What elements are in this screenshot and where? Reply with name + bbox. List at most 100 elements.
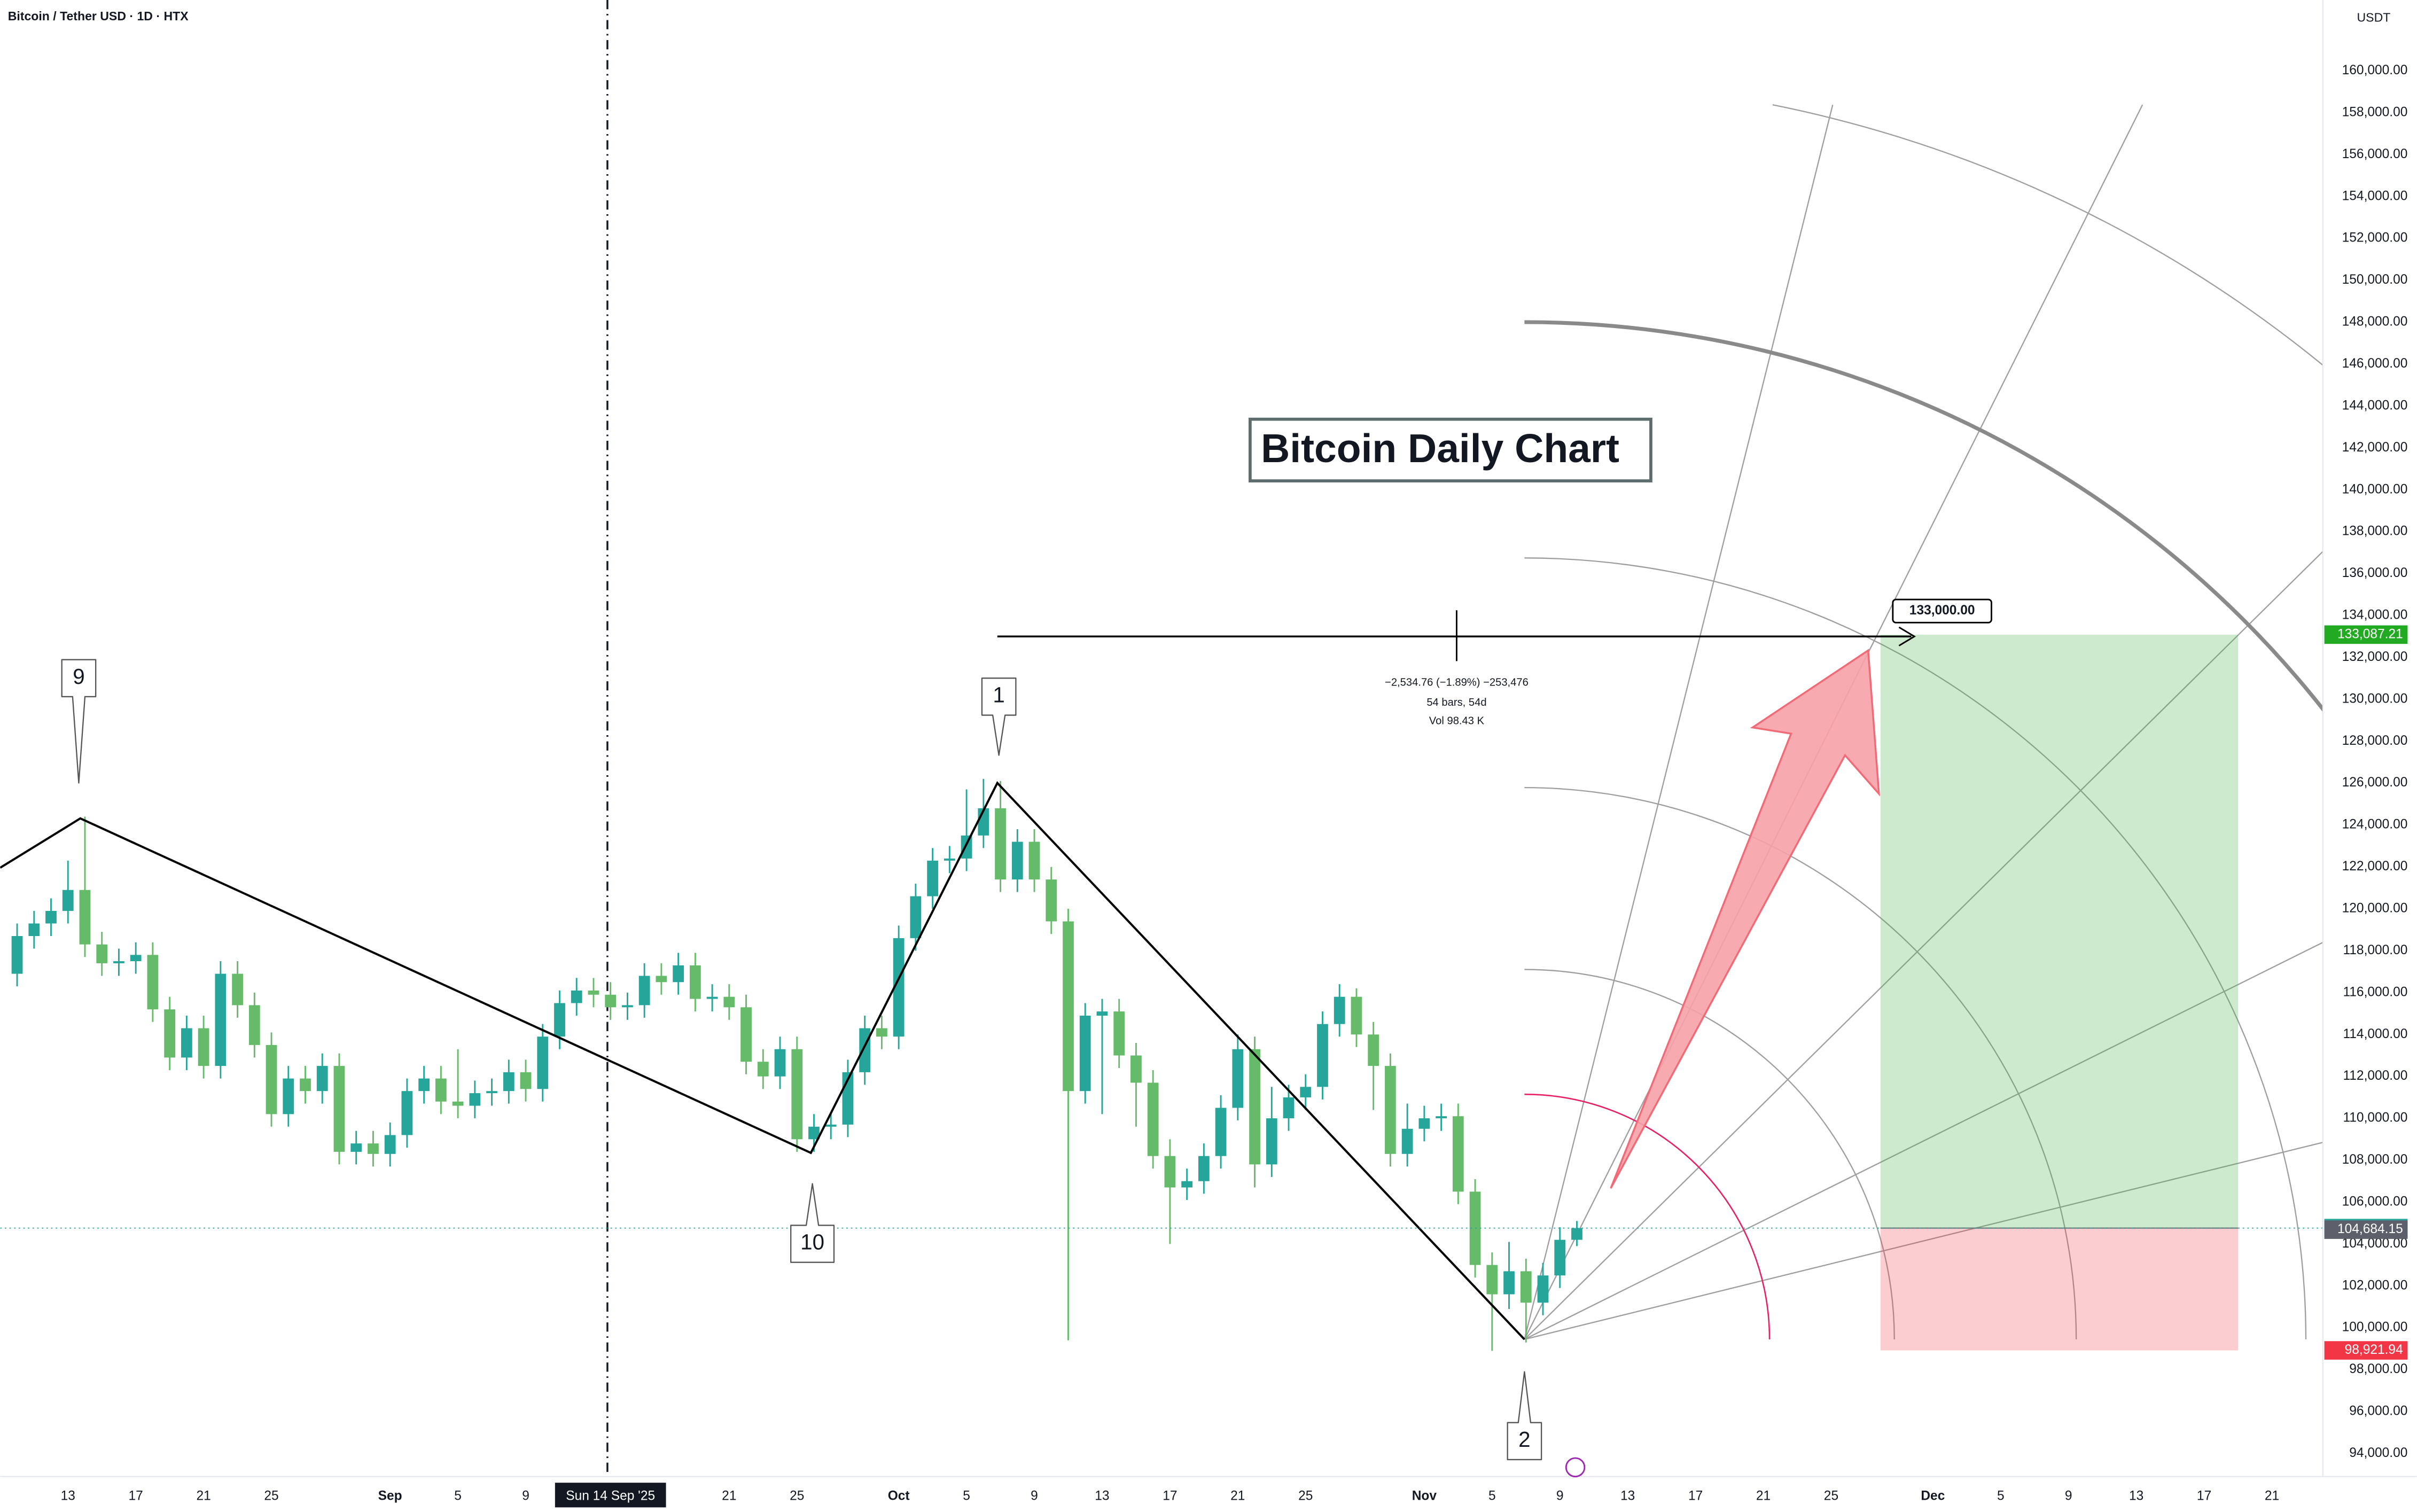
candle-body (995, 808, 1006, 880)
y-tick-label: 98,000.00 (2349, 1362, 2407, 1376)
candle-body (1198, 1156, 1210, 1181)
candle-body (1028, 841, 1040, 880)
x-tick-label: Dec (1921, 1489, 1945, 1503)
candle-body (1469, 1191, 1481, 1265)
candle-body (706, 996, 718, 999)
candle-body (774, 1049, 786, 1077)
candle-body (808, 1126, 820, 1140)
candle-body (1079, 1015, 1091, 1092)
candle-body (266, 1045, 277, 1114)
y-tick-label: 124,000.00 (2342, 817, 2408, 832)
x-tick-label: 17 (1163, 1489, 1177, 1503)
x-tick-label: 5 (1997, 1489, 2005, 1503)
candle-body (350, 1143, 362, 1152)
candle-body (961, 835, 972, 859)
candle-body (1368, 1034, 1379, 1066)
y-tick-label: 118,000.00 (2343, 943, 2407, 957)
y-tick-label: 100,000.00 (2342, 1320, 2408, 1335)
candle-body (537, 1036, 549, 1089)
candle-body (130, 955, 142, 962)
candle-body (1486, 1265, 1498, 1295)
price-label: 98,921.94 (2345, 1343, 2403, 1357)
x-tick-label: Sep (378, 1489, 402, 1503)
symbol-title: Bitcoin / Tether USD · 1D · HTX (8, 9, 189, 23)
y-tick-label: 156,000.00 (2342, 147, 2408, 161)
y-tick-label: 108,000.00 (2342, 1152, 2408, 1167)
price-label-box (2324, 625, 2408, 644)
x-tick-label: 9 (522, 1489, 529, 1503)
y-tick-label: 146,000.00 (2342, 356, 2408, 371)
candle-body (232, 973, 243, 1006)
candle-body (757, 1062, 769, 1077)
candle-body (588, 990, 599, 995)
y-tick-label: 132,000.00 (2342, 650, 2408, 664)
price-label: 104,684.15 (2337, 1222, 2403, 1236)
candle-body (435, 1078, 447, 1102)
arrow (1610, 649, 1881, 1189)
candle-body (45, 910, 57, 924)
candle-body (333, 1066, 345, 1152)
candle-body (300, 1078, 311, 1092)
candle-body (96, 944, 108, 963)
wave-label: 10 (800, 1230, 824, 1254)
x-tick-label: 21 (1756, 1489, 1771, 1503)
wave-callout (981, 677, 1017, 756)
measure-text: Vol 98.43 K (1429, 715, 1485, 727)
y-tick-label: 106,000.00 (2342, 1194, 2408, 1209)
candle-body (554, 1003, 565, 1037)
candle-body (1249, 1049, 1260, 1165)
candle-body (1266, 1118, 1277, 1165)
x-tick-label: 25 (1824, 1489, 1838, 1503)
y-tick-label: 152,000.00 (2342, 231, 2408, 245)
candle-body (1554, 1240, 1566, 1276)
plot-area (0, 0, 2323, 1477)
candle-body (1063, 921, 1074, 1092)
y-tick-label: 148,000.00 (2342, 315, 2408, 329)
wave-callout (790, 1183, 835, 1263)
x-tick-label: 17 (1688, 1489, 1703, 1503)
candle-body (571, 990, 582, 1003)
candle-body (164, 1009, 176, 1058)
x-tick-label: 21 (722, 1489, 736, 1503)
candle-body (248, 1005, 260, 1045)
candle-body (215, 973, 227, 1066)
candle-body (401, 1091, 413, 1135)
candle-body (1418, 1118, 1430, 1129)
candle-body (825, 1124, 837, 1127)
x-tick-label: 25 (1298, 1489, 1313, 1503)
wave-label: 9 (73, 664, 84, 689)
candle-body (1011, 841, 1023, 880)
x-tick-label: 17 (2197, 1489, 2211, 1503)
candle-body (503, 1072, 514, 1092)
x-tick-label: 5 (963, 1489, 970, 1503)
y-tick-label: 114,000.00 (2343, 1027, 2407, 1041)
y-tick-label: 150,000.00 (2342, 272, 2408, 287)
candle-body (791, 1049, 803, 1140)
x-tick-label: 21 (2265, 1489, 2279, 1503)
x-tick-label: 9 (1556, 1489, 1564, 1503)
x-tick-label: 5 (1488, 1489, 1496, 1503)
candle-body (28, 923, 40, 936)
title-box (1249, 417, 1652, 482)
y-tick-label: 122,000.00 (2342, 859, 2408, 874)
x-tick-label: 13 (1620, 1489, 1635, 1503)
y-tick-label: 112,000.00 (2343, 1069, 2407, 1083)
candle-body (198, 1028, 209, 1066)
wave-callout (61, 659, 97, 784)
y-tick-label: 120,000.00 (2342, 901, 2408, 915)
y-tick-label: 144,000.00 (2342, 398, 2408, 412)
candle-body (1181, 1181, 1192, 1188)
y-tick-label: 94,000.00 (2349, 1446, 2407, 1460)
loss-zone (1880, 1228, 2239, 1351)
candle-body (1571, 1228, 1582, 1240)
y-tick-label: 130,000.00 (2342, 691, 2408, 706)
candle-body (486, 1091, 497, 1094)
candle-body (656, 976, 667, 983)
y-tick-label: 158,000.00 (2342, 105, 2408, 119)
candle-body (1113, 1011, 1125, 1056)
candle-body (418, 1078, 430, 1092)
title-box-text: Bitcoin Daily Chart (1261, 426, 1619, 471)
candle-body (1164, 1156, 1176, 1188)
x-tick-label: 21 (196, 1489, 210, 1503)
candle-body (1452, 1116, 1464, 1192)
